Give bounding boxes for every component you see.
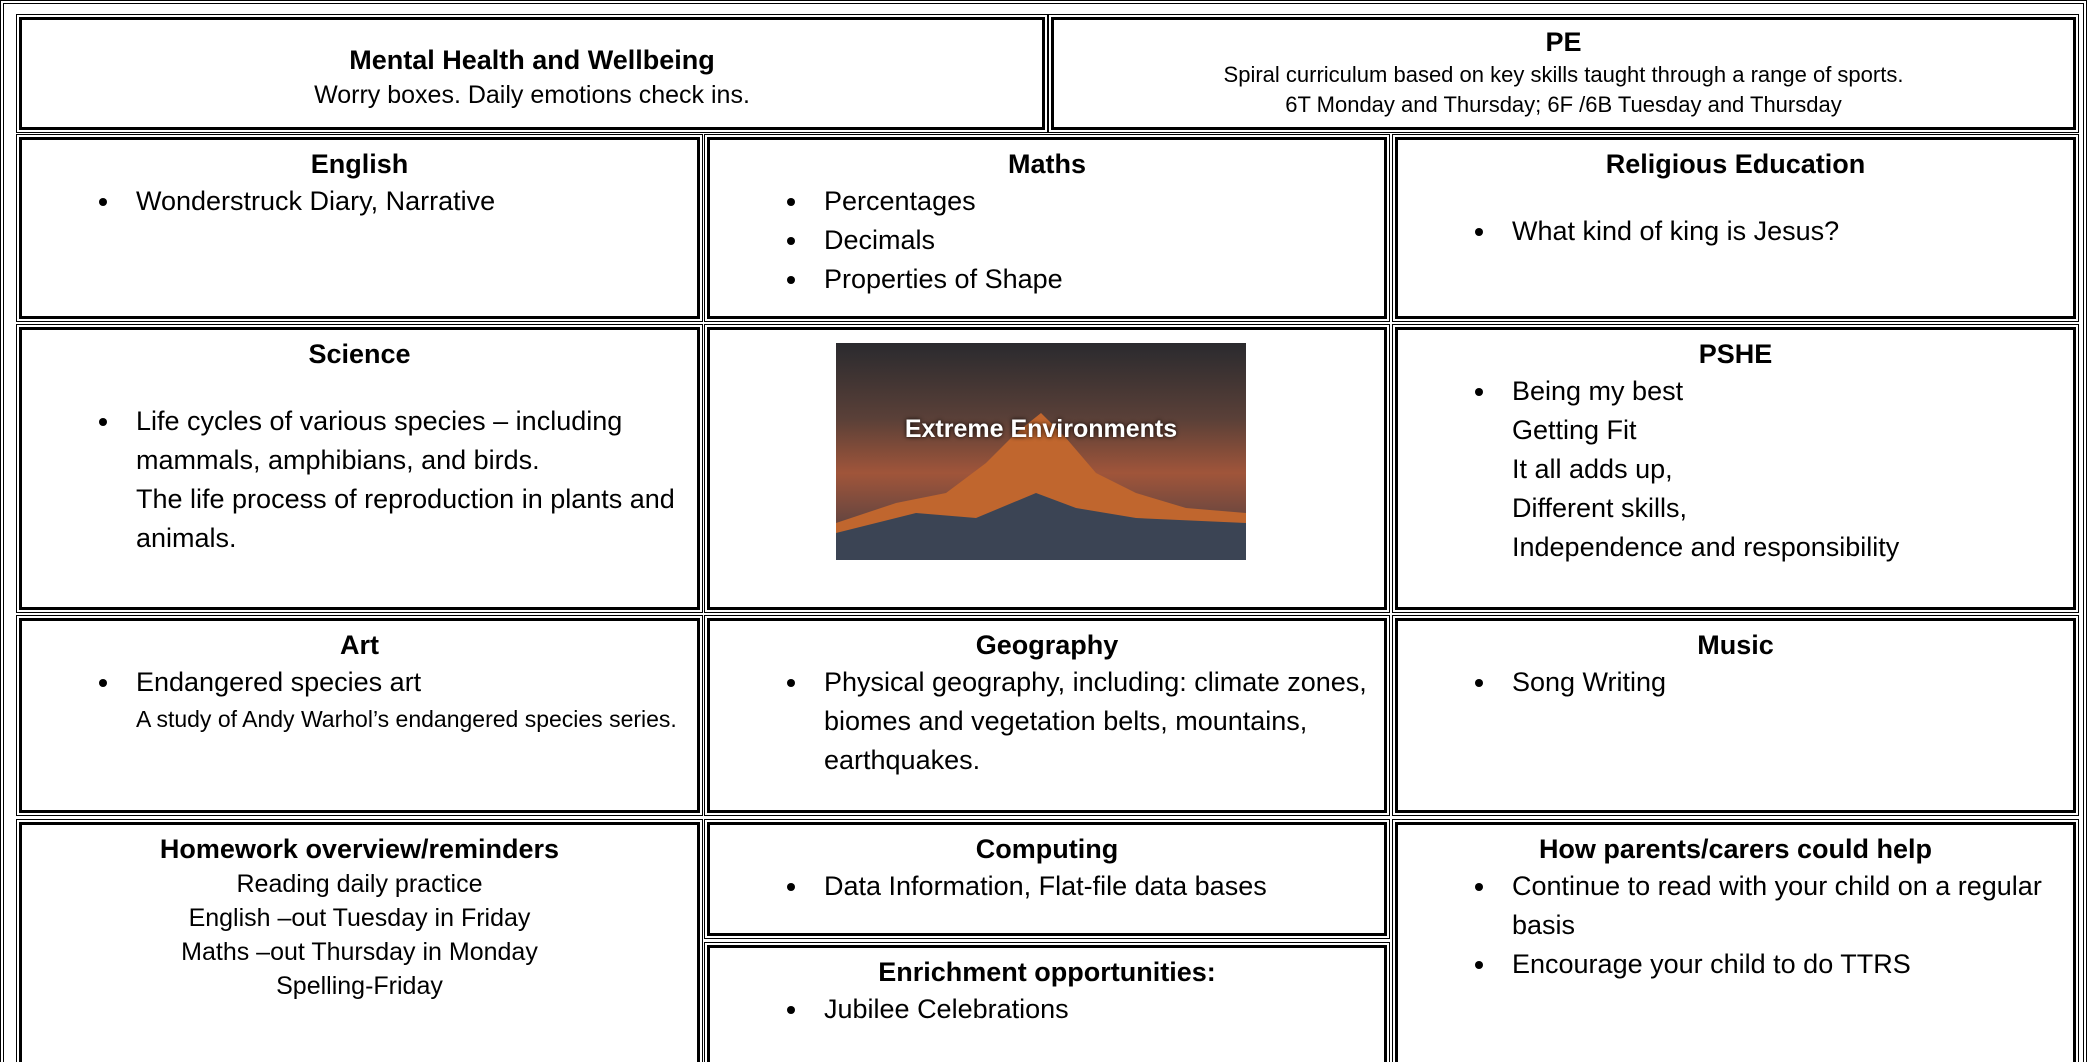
- bullet-list: Life cycles of various species – includi…: [36, 402, 683, 480]
- panel-title: Music: [1697, 630, 1774, 660]
- bullet-item: Encourage your child to do TTRS: [1498, 945, 2059, 984]
- note-line: It all adds up,: [1512, 454, 1673, 484]
- bullet-item: Life cycles of various species – includi…: [122, 402, 683, 480]
- bullet-list: Continue to read with your child on a re…: [1412, 867, 2059, 984]
- panel-title: How parents/carers could help: [1538, 834, 1933, 864]
- panel: EnglishWonderstruck Diary, Narrative: [16, 134, 703, 322]
- panel: ComputingData Information, Flat-file dat…: [704, 819, 1390, 939]
- panel: Homework overview/reminders Reading daily…: [16, 819, 703, 1062]
- panel-title: Computing: [975, 834, 1119, 864]
- panel-line: Reading daily practice: [236, 870, 483, 898]
- bullet-item: Continue to read with your child on a re…: [1498, 867, 2059, 945]
- bullet-item: Jubilee Celebrations: [810, 990, 1370, 1029]
- bullet-item: Percentages: [810, 182, 1370, 221]
- image-caption: Extreme Environments: [904, 415, 1178, 443]
- bullet-list: Endangered species art: [36, 663, 683, 702]
- panel-title: Maths: [1007, 149, 1086, 179]
- bullet-list: Song Writing: [1412, 663, 2059, 702]
- panel-title: Homework overview/reminders: [159, 834, 560, 864]
- topic-image: Extreme Environments: [836, 343, 1246, 560]
- panel-title: English: [310, 149, 409, 179]
- panel: Religious Education What kind of king is …: [1392, 134, 2079, 322]
- panel: PE Spiral curriculum based on key skills …: [1048, 14, 2079, 133]
- bullet-list: Being my best: [1412, 372, 2059, 411]
- bullet-item: Physical geography, including: climate z…: [810, 663, 1370, 780]
- panel: PSHEBeing my best Getting Fit It all adds …: [1392, 324, 2079, 613]
- panel-title: Geography: [975, 630, 1119, 660]
- panel: [704, 324, 1390, 613]
- panel-line: 6T Monday and Thursday; 6F /6B Tuesday a…: [1285, 92, 1842, 117]
- note-line: Independence and responsibility: [1512, 532, 1900, 562]
- bullet-item: Song Writing: [1498, 663, 2059, 702]
- panel-title: Art: [340, 630, 379, 660]
- bullet-item: Decimals: [810, 221, 1370, 260]
- panel-title: Religious Education: [1605, 149, 1866, 179]
- note-line: Different skills,: [1512, 493, 1688, 523]
- bullet-list: What kind of king is Jesus?: [1412, 212, 2059, 251]
- panel: Enrichment opportunities:Jubilee Celebra…: [704, 942, 1390, 1062]
- bullet-item: Wonderstruck Diary, Narrative: [122, 182, 683, 221]
- panel: Mental Health and Wellbeing Worry boxes. …: [16, 14, 1048, 133]
- panel: MusicSong Writing: [1392, 615, 2079, 816]
- panel: MathsPercentagesDecimalsProperties of Sh…: [704, 134, 1390, 322]
- panel-line: English –out Tuesday in Friday: [188, 904, 531, 932]
- bullet-list: Physical geography, including: climate z…: [724, 663, 1370, 780]
- panel: ArtEndangered species art A study of Andy…: [16, 615, 703, 816]
- bullet-item: Data Information, Flat-file data bases: [810, 867, 1370, 906]
- panel-title: Mental Health and Wellbeing: [349, 45, 715, 75]
- panel-title: Science: [308, 339, 411, 369]
- bullet-item: What kind of king is Jesus?: [1498, 212, 2059, 251]
- note-line: A study of Andy Warhol’s endangered spec…: [136, 706, 677, 732]
- bullet-list: Data Information, Flat-file data bases: [724, 867, 1370, 906]
- panel-title: PSHE: [1698, 339, 1773, 369]
- panel: Science Life cycles of various species – …: [16, 324, 703, 613]
- mountain-shadow: [836, 493, 1246, 560]
- panel-line: Spelling-Friday: [276, 972, 443, 1000]
- panel: GeographyPhysical geography, including: …: [704, 615, 1390, 816]
- note-line: Getting Fit: [1512, 415, 1637, 445]
- bullet-item: Endangered species art: [122, 663, 683, 702]
- bullet-list: Wonderstruck Diary, Narrative: [36, 182, 683, 221]
- panel-line: Maths –out Thursday in Monday: [181, 938, 538, 966]
- bullet-list: PercentagesDecimalsProperties of Shape: [724, 182, 1370, 299]
- panel-line: Spiral curriculum based on key skills ta…: [1223, 62, 1904, 87]
- panel: How parents/carers could helpContinue to…: [1392, 819, 2079, 1062]
- bullet-item: Properties of Shape: [810, 260, 1370, 299]
- panel-title: PE: [1545, 27, 1582, 57]
- note-line: The life process of reproduction in plan…: [136, 484, 675, 553]
- bullet-list: Jubilee Celebrations: [724, 990, 1370, 1029]
- panel-title: Enrichment opportunities:: [878, 957, 1216, 987]
- mountain-graphic: [836, 413, 1246, 560]
- bullet-item: Being my best: [1498, 372, 2059, 411]
- panel-text: Worry boxes. Daily emotions check ins.: [314, 81, 750, 109]
